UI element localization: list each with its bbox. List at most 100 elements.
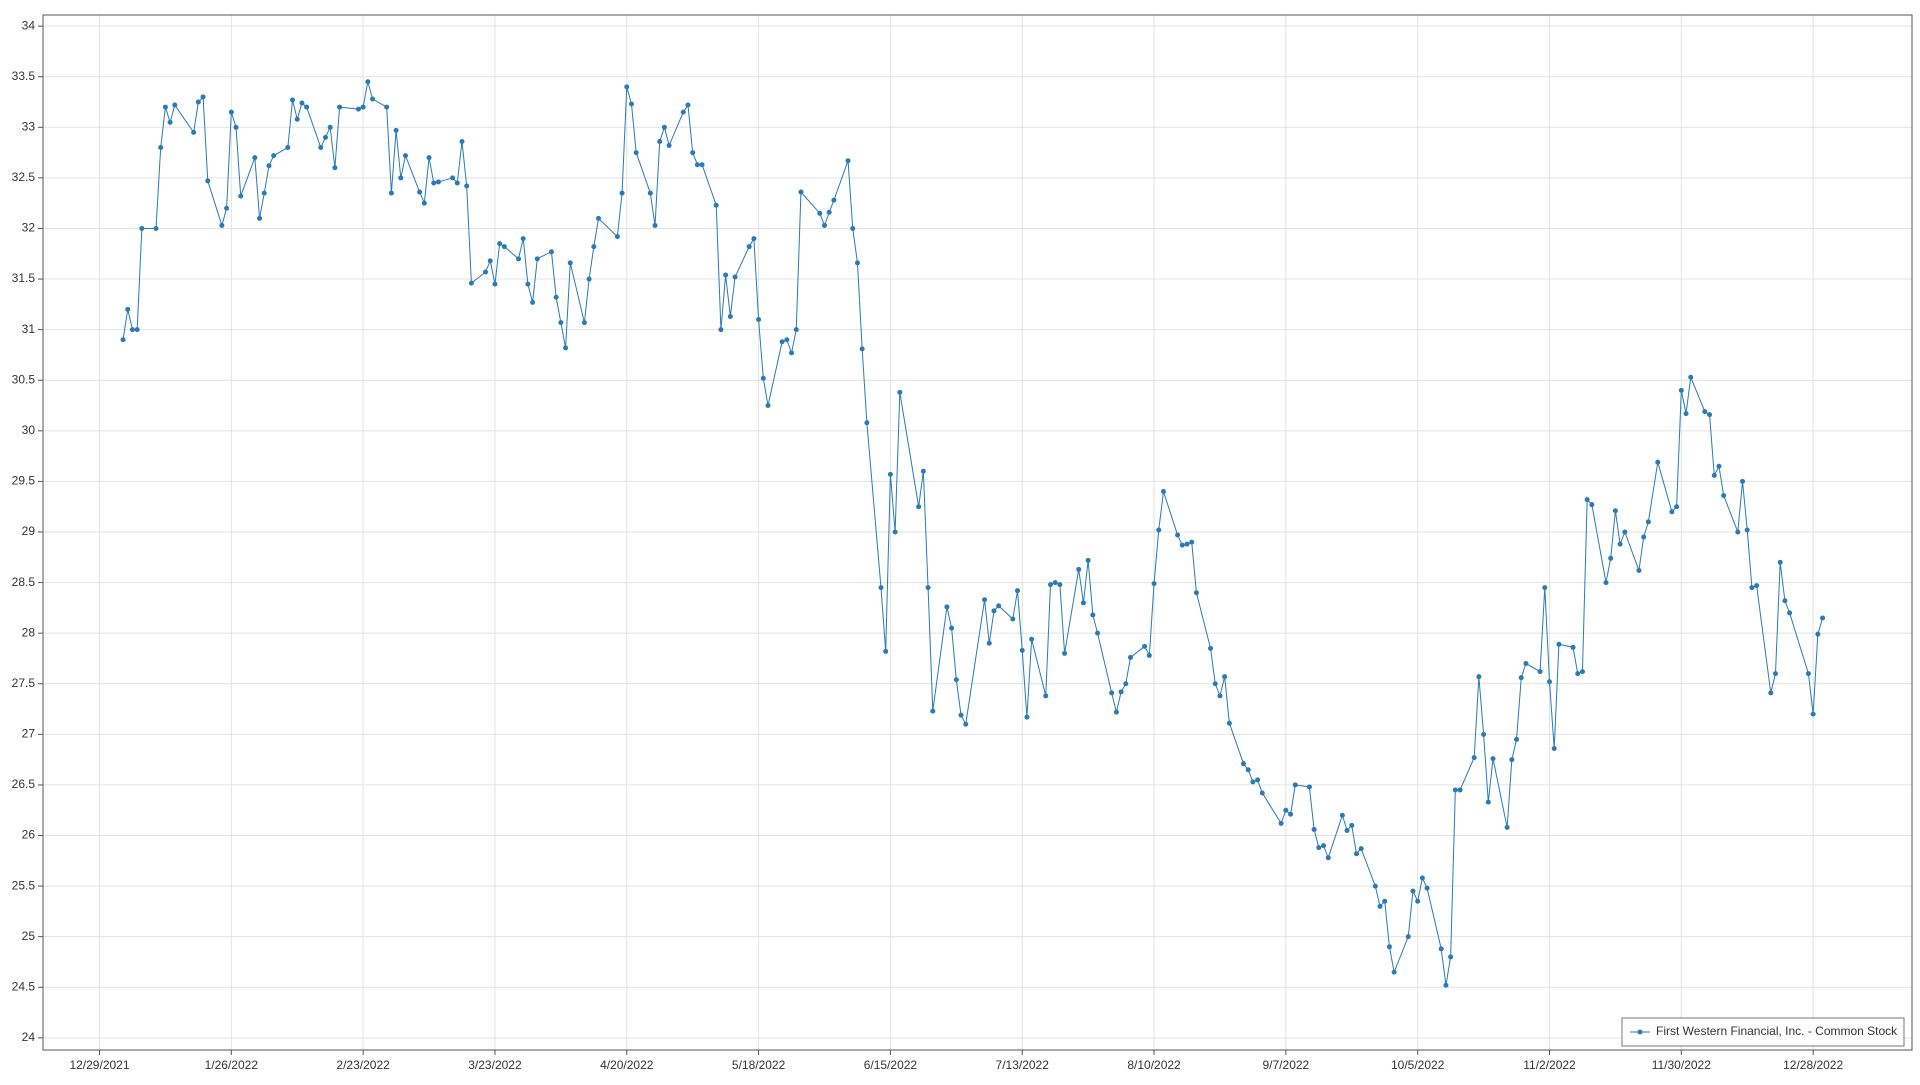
- y-tick-label: 32: [22, 221, 36, 235]
- data-point: [1716, 463, 1722, 469]
- data-point: [1735, 529, 1741, 535]
- data-point: [483, 269, 489, 275]
- data-point: [1184, 541, 1190, 547]
- data-point: [1688, 374, 1694, 380]
- data-point: [1707, 412, 1713, 418]
- data-point: [1240, 761, 1246, 767]
- data-point: [191, 129, 197, 135]
- legend-box: [1621, 1017, 1905, 1047]
- x-tick-label: 9/7/2022: [1263, 1058, 1310, 1072]
- data-point: [271, 153, 277, 159]
- data-point: [1076, 566, 1082, 572]
- data-point: [318, 145, 324, 151]
- x-tick-label: 1/26/2022: [205, 1058, 259, 1072]
- y-tick-label: 31: [22, 322, 36, 336]
- data-point: [1612, 508, 1618, 514]
- data-point: [1090, 612, 1096, 618]
- data-point: [370, 96, 376, 102]
- data-point: [1523, 661, 1529, 667]
- data-point: [403, 153, 409, 159]
- data-point: [1250, 779, 1256, 785]
- data-point: [327, 124, 333, 130]
- data-point: [1278, 820, 1284, 826]
- data-point: [624, 84, 630, 90]
- data-point: [468, 280, 474, 286]
- data-point: [982, 597, 988, 603]
- y-tick-label: 25: [22, 929, 36, 943]
- x-tick-label: 12/28/2022: [1783, 1058, 1843, 1072]
- data-point: [1782, 598, 1788, 604]
- data-point: [760, 375, 766, 381]
- data-point: [1057, 582, 1063, 588]
- data-point: [1518, 675, 1524, 681]
- data-point: [666, 143, 672, 149]
- data-point: [205, 178, 211, 184]
- data-point: [614, 234, 620, 240]
- data-point: [953, 677, 959, 683]
- data-point: [1217, 693, 1223, 699]
- data-point: [261, 190, 267, 196]
- data-point: [1415, 898, 1421, 904]
- y-tick-label: 29.5: [12, 474, 36, 488]
- data-point: [1179, 542, 1185, 548]
- x-tick-label: 4/20/2022: [600, 1058, 654, 1072]
- data-point: [1754, 583, 1760, 589]
- data-point: [431, 180, 437, 186]
- data-point: [1669, 509, 1675, 515]
- data-point: [1372, 883, 1378, 889]
- data-point: [1810, 711, 1816, 717]
- data-point: [850, 225, 856, 231]
- data-point: [1226, 720, 1232, 726]
- data-point: [548, 249, 554, 255]
- data-point: [322, 134, 328, 140]
- data-point: [652, 222, 658, 228]
- data-point: [567, 260, 573, 266]
- data-point: [365, 79, 371, 85]
- data-point: [1622, 529, 1628, 535]
- data-point: [591, 244, 597, 250]
- data-point: [1255, 777, 1261, 783]
- data-point: [1476, 674, 1482, 680]
- data-point: [765, 403, 771, 409]
- data-point: [1386, 944, 1392, 950]
- data-point: [1245, 767, 1251, 773]
- data-point: [694, 162, 700, 168]
- data-point: [1128, 654, 1134, 660]
- data-point: [454, 180, 460, 186]
- data-point: [1815, 631, 1821, 637]
- data-point: [1678, 387, 1684, 393]
- data-point: [586, 276, 592, 282]
- data-point: [426, 155, 432, 161]
- y-tick-label: 34: [22, 18, 36, 32]
- data-point: [1419, 875, 1425, 881]
- data-point: [1212, 681, 1218, 687]
- legend-marker: [1637, 1029, 1643, 1035]
- data-point: [1047, 582, 1053, 588]
- data-point: [930, 708, 936, 714]
- data-point: [1142, 643, 1148, 649]
- data-point: [1109, 690, 1115, 696]
- data-point: [497, 241, 503, 247]
- data-point: [817, 210, 823, 216]
- data-point: [789, 350, 795, 356]
- data-point: [1118, 689, 1124, 695]
- data-point: [699, 162, 705, 168]
- data-point: [1405, 934, 1411, 940]
- data-point: [878, 585, 884, 591]
- data-point: [619, 190, 625, 196]
- data-point: [1283, 807, 1289, 813]
- data-point: [1339, 812, 1345, 818]
- data-point: [1015, 588, 1021, 594]
- data-point: [1777, 559, 1783, 565]
- data-point: [520, 236, 526, 242]
- data-point: [996, 603, 1002, 609]
- data-point: [831, 197, 837, 203]
- y-tick-label: 24: [22, 1030, 36, 1044]
- data-point: [1052, 580, 1058, 586]
- data-point: [949, 625, 955, 631]
- data-point: [1391, 969, 1397, 975]
- data-point: [1683, 411, 1689, 417]
- data-point: [883, 648, 889, 654]
- data-point: [1749, 585, 1755, 591]
- data-point: [1805, 671, 1811, 677]
